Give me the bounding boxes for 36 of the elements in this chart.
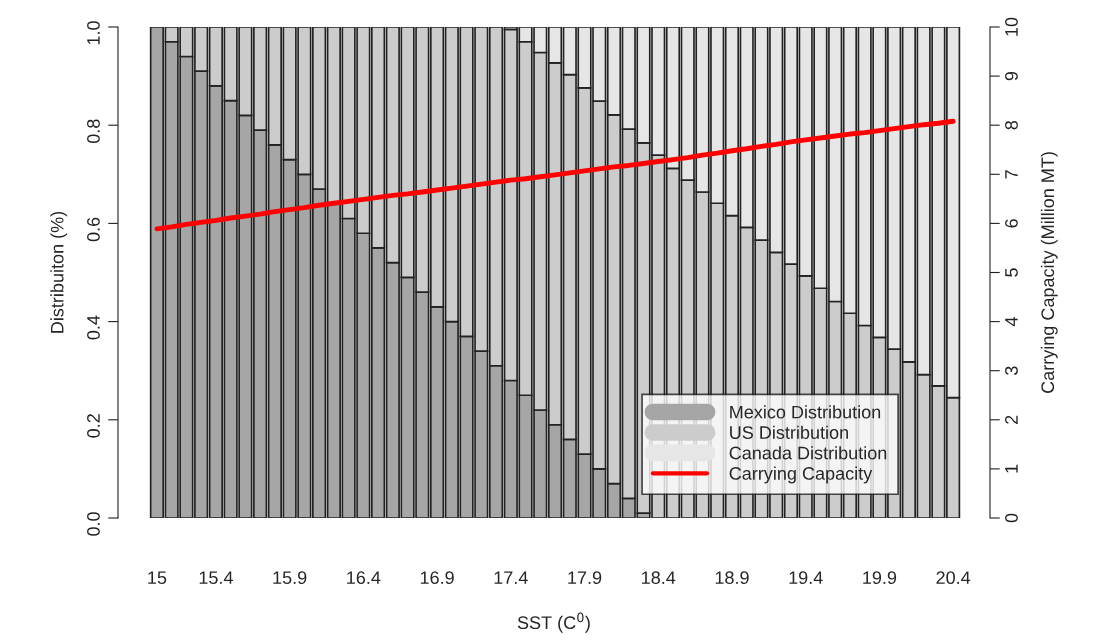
x-tick-label: 20.4 (936, 571, 971, 585)
y-tick-label: 1.0 (87, 21, 100, 45)
x-tick-label: 15.9 (273, 571, 307, 585)
x-tick-label: 16.4 (347, 571, 381, 585)
x-tick-label: 19.4 (789, 571, 823, 585)
y2-axis-title: Carrying Capacity (Million MT) (1040, 152, 1058, 393)
y-tick-label: 0.2 (87, 414, 100, 438)
legend-label: Mexico Distribution (730, 405, 881, 419)
y2-tick-label: 1 (1005, 464, 1018, 473)
y2-tick-label: 2 (1005, 415, 1018, 424)
legend-label: Carrying Capacity (729, 466, 873, 484)
y2-tick-label: 4 (1005, 317, 1018, 327)
y2-tick-label: 9 (1005, 71, 1018, 81)
x-tick-label: 18.9 (715, 571, 749, 585)
y-axis-title: Distribuiton (%) (50, 211, 68, 333)
y2-tick-label: 0 (1005, 513, 1018, 523)
y2-tick-label: 8 (1005, 120, 1018, 130)
y-tick-label: 0.8 (87, 119, 100, 144)
x-tick-label: 19.9 (863, 571, 897, 585)
y-tick-label: 0.4 (87, 315, 100, 340)
x-tick-label: 15.4 (199, 571, 233, 585)
x-tick-label: 16.9 (420, 571, 454, 585)
series-label: US Distribution (730, 425, 848, 439)
y2-tick-label: 10 (1005, 17, 1018, 36)
y2-tick-label: 7 (1005, 170, 1018, 179)
x-tick-label: 17.9 (568, 571, 602, 585)
x-tick-label: 15 (148, 571, 167, 585)
legend-label: Canada Distribution (729, 446, 887, 460)
y2-tick-label: 3 (1005, 366, 1018, 376)
y2-tick-label: 6 (1005, 219, 1018, 228)
y-tick-label: 0.0 (87, 512, 100, 536)
x-tick-label: 17.4 (494, 571, 528, 584)
y2-tick-label: 5 (1005, 268, 1018, 277)
x-axis-title: SST (C$^{0}$) (517, 612, 590, 633)
y-tick-label: 0.6 (87, 217, 100, 242)
x-tick-label: 18.4 (642, 571, 676, 585)
